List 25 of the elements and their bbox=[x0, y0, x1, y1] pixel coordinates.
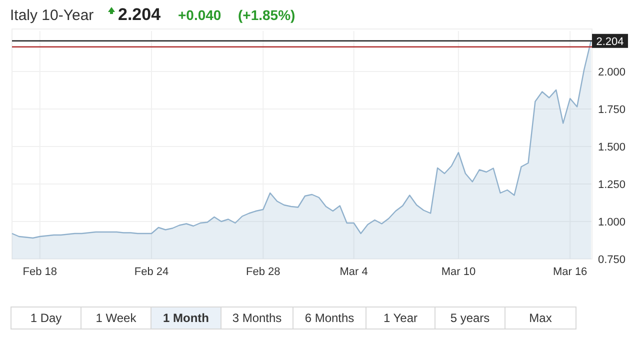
text: 1 Week bbox=[96, 311, 138, 325]
ref-line-label: 2.204 bbox=[596, 36, 624, 48]
x-tick-label: Feb 18 bbox=[22, 266, 58, 278]
text: Max bbox=[529, 311, 552, 325]
y-tick-label: 1.750 bbox=[598, 104, 626, 116]
x-tick-label: Mar 16 bbox=[552, 266, 588, 278]
text: 6 Months bbox=[304, 311, 354, 325]
x-tick-label: Feb 28 bbox=[246, 266, 280, 278]
y-tick-label: 2.000 bbox=[598, 66, 626, 78]
text: 2.204 bbox=[118, 5, 162, 24]
chart-title: Italy 10-Year bbox=[10, 7, 94, 24]
y-tick-label: 1.500 bbox=[598, 142, 626, 154]
y-tick-label: 1.250 bbox=[598, 179, 626, 191]
text: 1 Year bbox=[383, 311, 418, 325]
text: 5 years bbox=[450, 311, 490, 325]
text: 1 Day bbox=[30, 311, 62, 325]
text: 1 Month bbox=[163, 311, 209, 325]
y-tick-label: 0.750 bbox=[598, 254, 626, 266]
text: 3 Months bbox=[232, 311, 282, 325]
text: (+1.85%) bbox=[238, 7, 296, 23]
y-tick-label: 1.000 bbox=[598, 216, 626, 228]
x-tick-label: Feb 24 bbox=[134, 266, 169, 278]
x-tick-label: Mar 10 bbox=[441, 266, 476, 278]
x-tick-label: Mar 4 bbox=[340, 266, 368, 278]
text: +0.040 bbox=[178, 7, 222, 23]
